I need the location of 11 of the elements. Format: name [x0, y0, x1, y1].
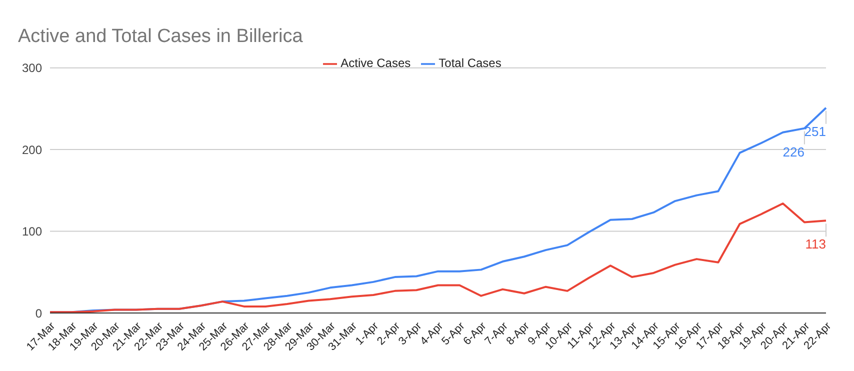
data-label: 113 — [805, 236, 826, 252]
y-tick-label: 100 — [22, 224, 42, 239]
y-tick-label: 0 — [35, 306, 42, 320]
chart-title: Active and Total Cases in Billerica — [18, 26, 303, 48]
line-series — [49, 202, 827, 313]
legend-label: Active Cases — [340, 56, 411, 70]
data-label: 226 — [782, 144, 804, 160]
legend-label: Total Cases — [438, 56, 502, 70]
y-tick-label: 200 — [22, 142, 42, 157]
y-tick-label: 300 — [22, 61, 42, 76]
data-label: 251 — [804, 124, 826, 139]
